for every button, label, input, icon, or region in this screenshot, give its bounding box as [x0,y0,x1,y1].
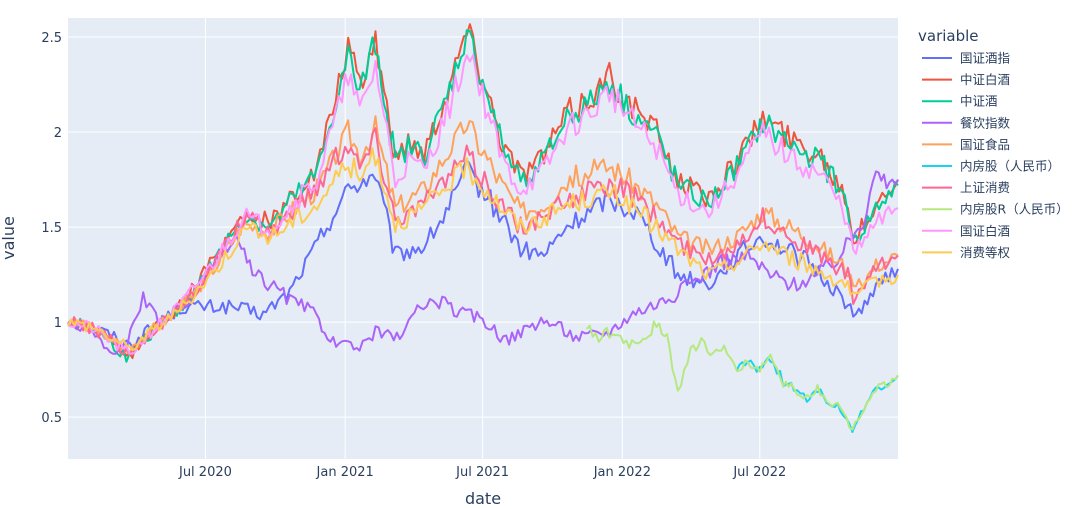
y-tick-label: 1.5 [41,221,62,236]
legend-label: 中证酒 [960,94,998,109]
legend-label: 消费等权 [960,245,1011,260]
legend-label: 国证食品 [960,137,1010,152]
legend-item[interactable]: 上证消费 [922,180,1010,195]
legend-label: 中证白酒 [960,72,1010,87]
y-tick-label: 2.5 [41,31,62,46]
legend-item[interactable]: 餐饮指数 [922,115,1011,130]
legend-label: 上证消费 [960,180,1010,195]
series-line-1 [67,158,899,348]
series-line-9 [67,54,899,355]
legend-label: 餐饮指数 [960,115,1011,130]
legend-item[interactable]: 国证酒指 [922,51,1010,66]
y-tick-label: 0.5 [41,411,62,426]
legend-label: 内房股R（人民币） [960,202,1069,217]
y-tick-label: 2 [54,126,62,141]
x-tick-label: Jul 2020 [178,465,232,480]
y-axis-ticks: 0.5 1 1.5 2 2.5 [41,31,62,426]
x-tick-label: Jul 2021 [455,465,509,480]
legend-item[interactable]: 内房股R（人民币） [922,202,1069,217]
legend-label: 国证白酒 [960,223,1010,238]
series-line-7 [67,127,899,356]
legend-item[interactable]: 中证酒 [922,94,998,109]
legend-item[interactable]: 中证白酒 [922,72,1010,87]
x-axis-ticks: Jul 2020 Jan 2021 Jul 2021 Jan 2022 Jul 2022 [178,465,786,480]
series-line-10 [67,147,899,352]
legend-item[interactable]: 国证食品 [922,137,1010,152]
legend-label: 内房股（人民币） [960,159,1060,174]
y-axis-title: value [0,216,18,260]
series-lines [67,23,899,433]
y-tick-label: 1 [54,316,62,331]
legend-title: variable [918,27,979,45]
series-line-8 [585,320,899,431]
legend-label: 国证酒指 [960,51,1010,66]
x-tick-label: Jul 2022 [732,465,786,480]
x-tick-label: Jan 2021 [316,465,374,480]
legend-item[interactable]: 内房股（人民币） [922,159,1060,174]
legend-item[interactable]: 国证白酒 [922,223,1010,238]
legend-item[interactable]: 消费等权 [922,245,1011,260]
x-axis-title: date [465,489,501,508]
x-tick-label: Jan 2022 [593,465,651,480]
